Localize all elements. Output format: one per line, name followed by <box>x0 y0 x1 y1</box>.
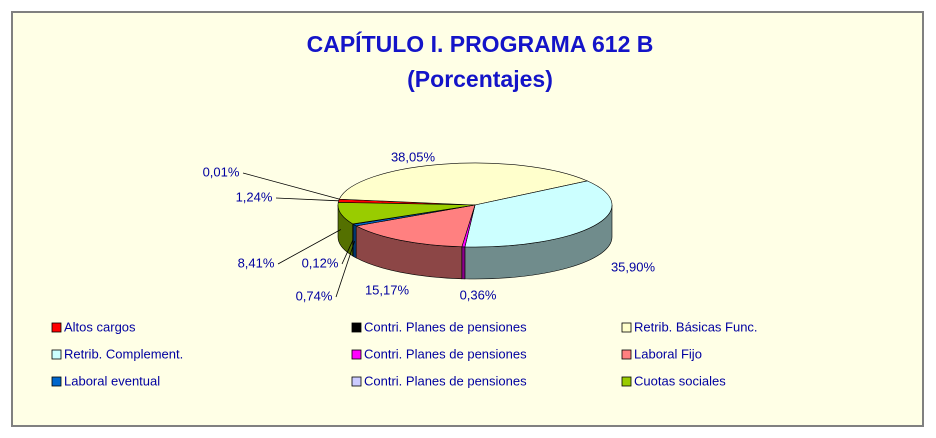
legend-swatch <box>621 376 632 387</box>
pie-slice <box>337 202 476 225</box>
legend-swatch <box>51 376 62 387</box>
legend-label: Retrib. Complement. <box>64 346 183 361</box>
legend-label: Laboral Fijo <box>634 346 702 361</box>
legend-label: Contri. Planes de pensiones <box>364 319 527 334</box>
data-label: 15,17% <box>365 282 410 297</box>
pie-slice <box>338 162 589 206</box>
pie-slice <box>355 204 476 248</box>
data-label: 35,90% <box>611 259 656 274</box>
legend-swatch <box>621 349 632 360</box>
legend-swatch <box>351 349 362 360</box>
leader-line <box>277 229 342 265</box>
chart-title: CAPÍTULO I. PROGRAMA 612 B <box>307 30 654 57</box>
data-label: 0,36% <box>460 287 497 302</box>
chart-subtitle: (Porcentajes) <box>407 66 553 92</box>
legend-swatch <box>351 322 362 333</box>
leader-line <box>341 239 354 265</box>
pie-slice <box>464 180 613 248</box>
legend-label: Cuotas sociales <box>634 373 726 388</box>
leader-line <box>242 172 340 200</box>
data-label: 0,01% <box>203 164 240 179</box>
legend-swatch <box>621 322 632 333</box>
legend-label: Contri. Planes de pensiones <box>364 346 527 361</box>
data-label: 0,74% <box>296 288 333 303</box>
leader-line <box>335 240 356 298</box>
leader-line <box>275 197 339 202</box>
legend-swatch <box>51 322 62 333</box>
legend-label: Contri. Planes de pensiones <box>364 373 527 388</box>
data-label: 38,05% <box>391 149 436 164</box>
legend-label: Laboral eventual <box>64 373 160 388</box>
legend-label: Altos cargos <box>64 319 136 334</box>
data-label: 0,12% <box>302 255 339 270</box>
pie-side <box>352 223 357 259</box>
data-label: 8,41% <box>238 255 275 270</box>
pie-side <box>461 246 466 280</box>
data-label: 1,24% <box>236 189 273 204</box>
legend-swatch <box>51 349 62 360</box>
legend-swatch <box>351 376 362 387</box>
legend-label: Retrib. Básicas Func. <box>634 319 758 334</box>
